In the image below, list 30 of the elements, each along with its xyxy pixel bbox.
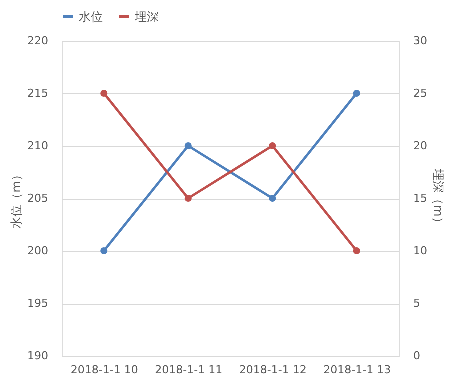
y-tick-label: 200 xyxy=(28,244,48,258)
x-tick-label: 2018-1-1 11 xyxy=(155,364,223,376)
x-tick-label: 2018-1-1 10 xyxy=(70,364,138,376)
y-tick-label: 190 xyxy=(28,350,48,362)
point xyxy=(269,194,276,202)
point xyxy=(184,194,192,202)
y-tick-label: 195 xyxy=(28,297,48,310)
x-tick-label: 2018-1-1 13 xyxy=(324,364,392,376)
y2-tick-label: 15 xyxy=(414,192,428,205)
point xyxy=(353,90,360,98)
y2-tick-label: 25 xyxy=(414,87,428,100)
y-tick-label: 210 xyxy=(28,140,48,152)
y2-tick-label: 30 xyxy=(414,34,428,48)
y-tick-label: 220 xyxy=(28,34,48,48)
y2-tick-label: 20 xyxy=(414,140,428,152)
point xyxy=(100,90,108,98)
y2-axis-title: 埋深（m） xyxy=(431,168,446,229)
legend-label: 埋深 xyxy=(134,10,159,24)
y2-tick-label: 5 xyxy=(414,297,420,310)
y2-tick-label: 0 xyxy=(414,350,420,362)
point xyxy=(100,247,108,255)
y2-tick-label: 10 xyxy=(414,244,428,258)
point xyxy=(184,142,192,150)
point xyxy=(269,142,276,150)
legend-label: 水位 xyxy=(79,10,103,24)
y-axis-title: 水位（m） xyxy=(10,169,24,229)
point xyxy=(353,247,360,255)
y-tick-label: 205 xyxy=(28,192,48,205)
y-tick-label: 215 xyxy=(28,87,48,100)
x-tick-label: 2018-1-1 12 xyxy=(239,364,307,376)
